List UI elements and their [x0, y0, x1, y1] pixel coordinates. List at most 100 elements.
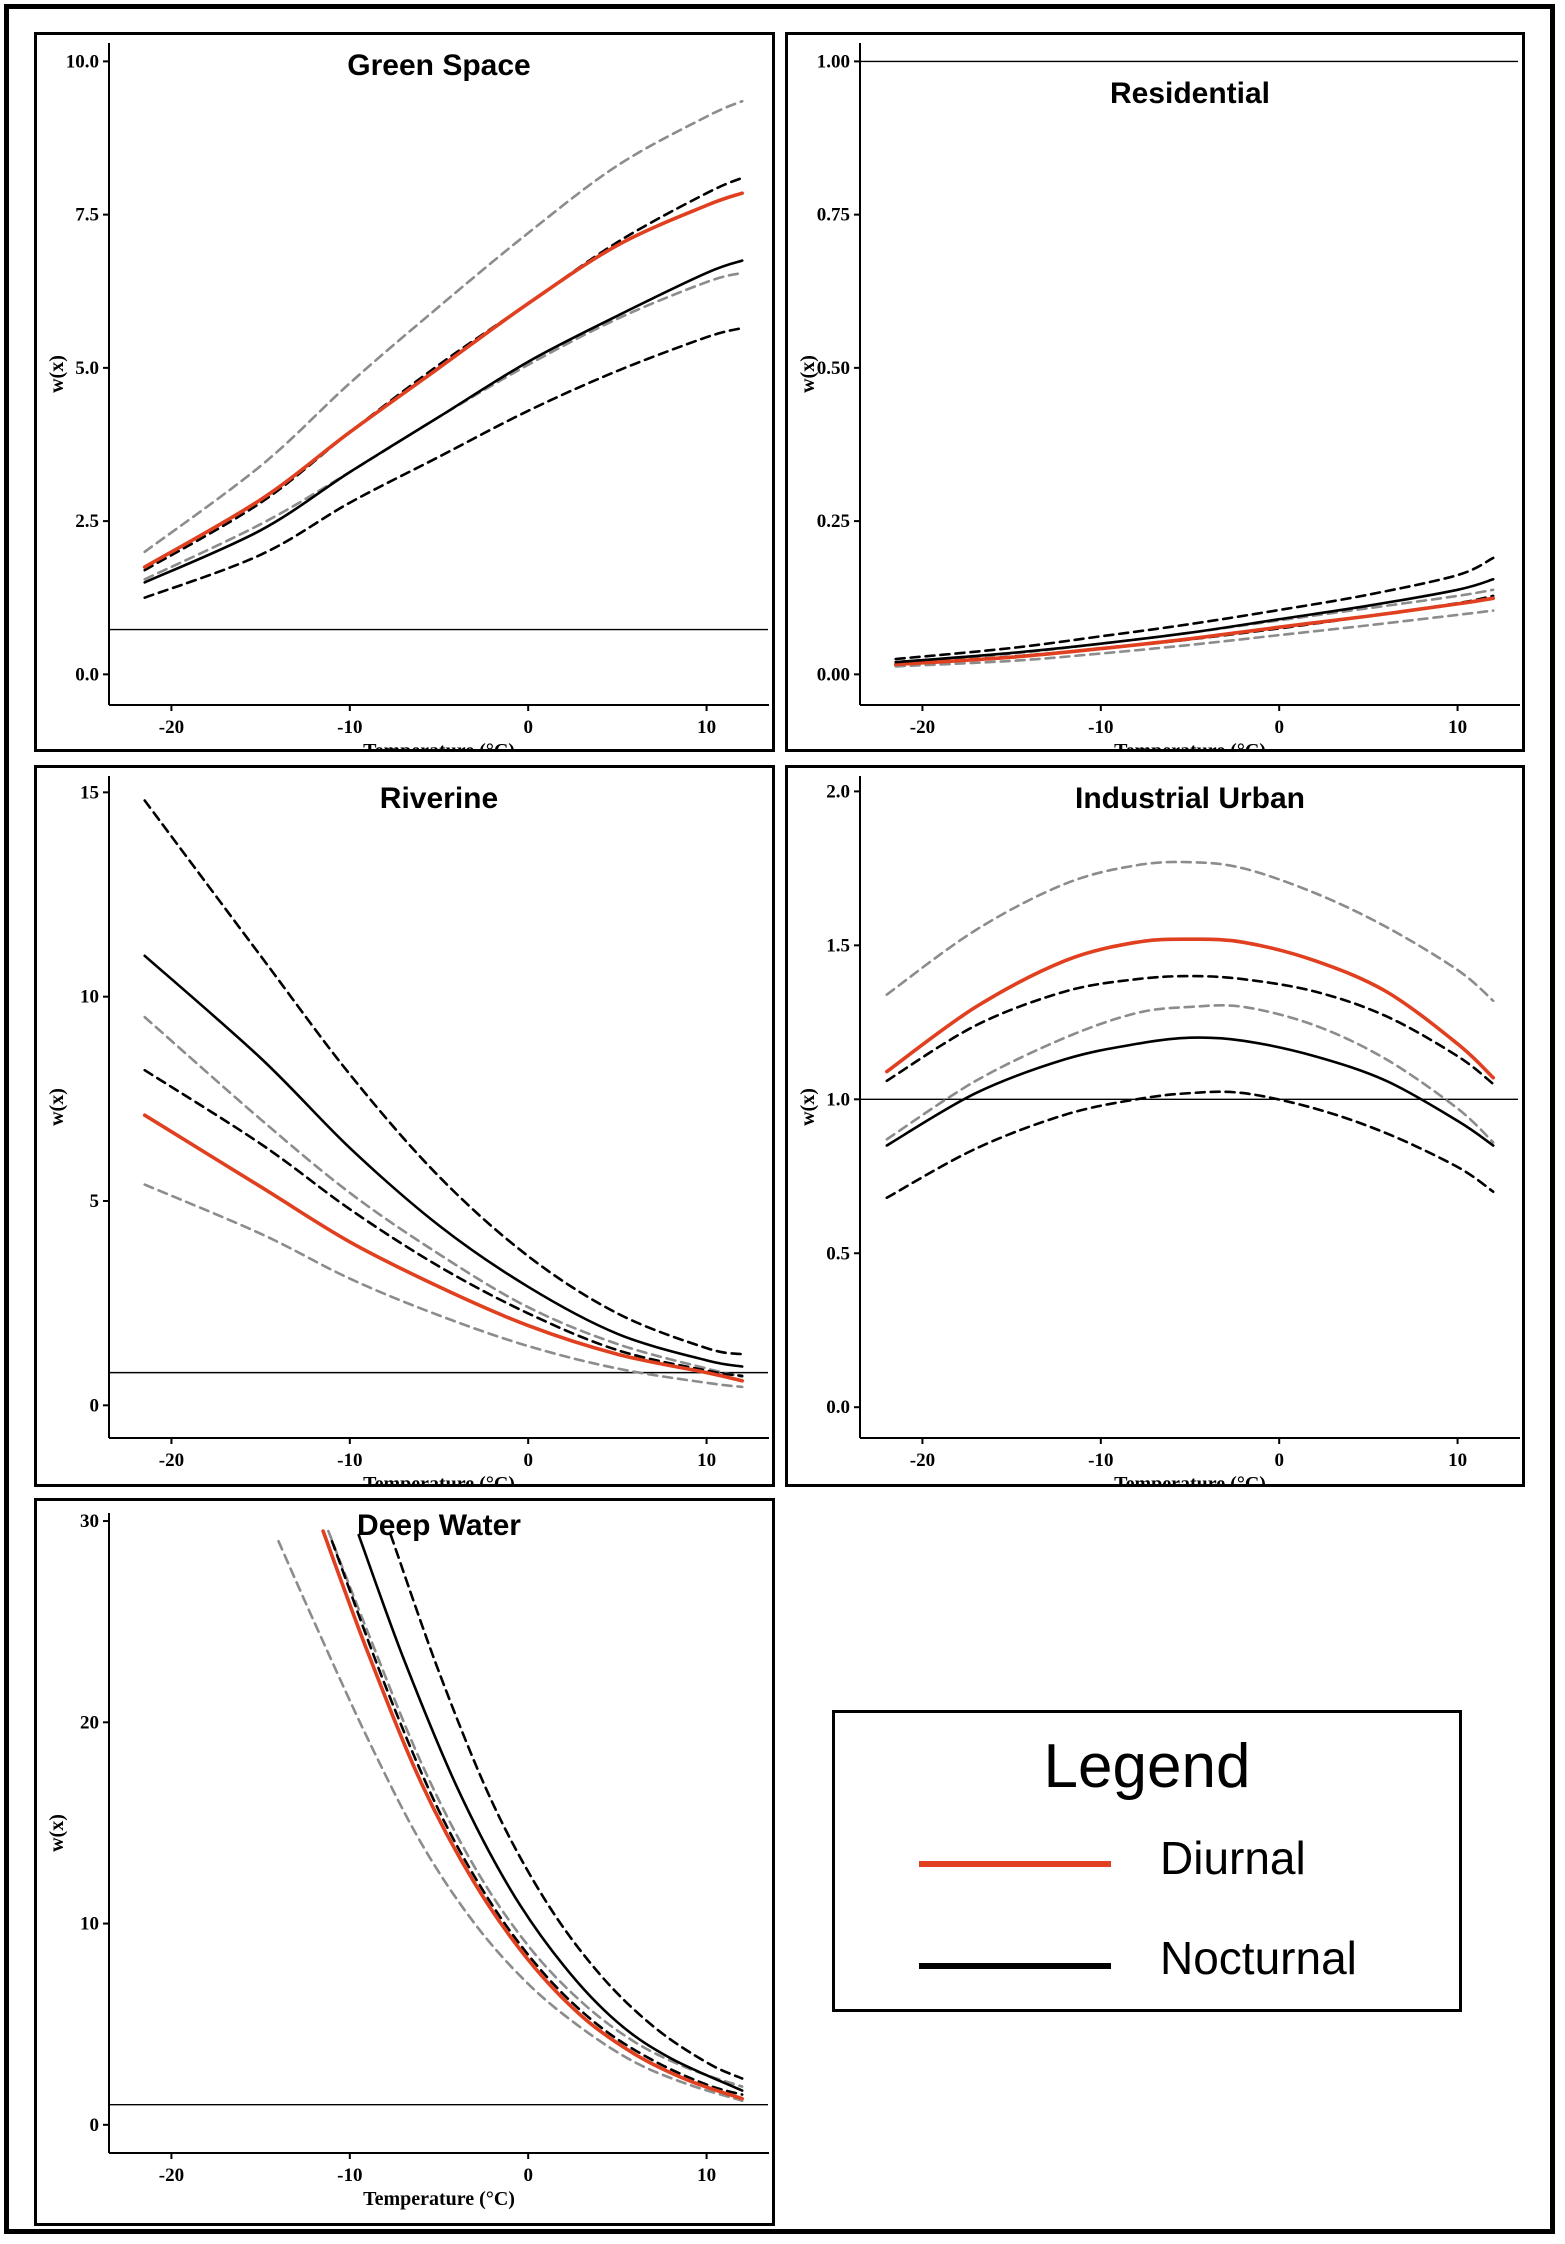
x-tick-label: -10 [1088, 1450, 1113, 1471]
panel-deep-water: 0 10 20 30 -20 -10 0 10 Temperature (°C) w(x) Deep… [34, 1498, 775, 2226]
panel-industrial-urban: 0.0 0.5 1.0 1.5 2.0 -20 -10 0 10 Temperature (°C)… [785, 765, 1525, 1487]
y-tick-label: 1.0 [826, 1089, 850, 1110]
panel-title: Riverine [380, 782, 498, 815]
figure-frame [4, 4, 1555, 2234]
series-line-diurnal [893, 596, 1495, 667]
series-line-diurnal-ci [885, 860, 1495, 1003]
y-axis-label: w(x) [797, 355, 819, 393]
x-tick-label: 10 [697, 2165, 716, 2186]
chart-residential: 0.00 0.25 0.50 0.75 1.00 -20 -10 0 10 Temperature… [797, 43, 1520, 749]
x-tick-label: -20 [910, 717, 935, 738]
legend: Legend Diurnal Nocturnal [832, 1710, 1462, 2012]
series-line-diurnal [142, 191, 744, 569]
y-tick-label: 0 [90, 1395, 100, 1416]
series-line-diurnal-ci [277, 1539, 744, 2102]
series-line-diurnal-ci [327, 1529, 744, 2088]
chart-riverine: 0 5 10 15 -20 -10 0 10 Temperature (°C) w(x) River… [46, 776, 769, 1484]
y-tick-label: 10.0 [66, 51, 99, 72]
y-tick-label: 0 [90, 2115, 100, 2136]
x-axis-label: Temperature (°C) [363, 2188, 515, 2210]
x-axis-label: Temperature (°C) [1114, 740, 1266, 749]
series-line-diurnal-ci [894, 588, 1495, 664]
y-tick-label: 0.50 [817, 358, 850, 379]
x-tick-label: -10 [337, 1450, 362, 1471]
y-tick-label: 1.00 [817, 51, 850, 72]
x-axis-label: Temperature (°C) [363, 1473, 515, 1484]
y-tick-label: 0.00 [817, 664, 850, 685]
x-tick-label: -20 [159, 1450, 184, 1471]
panel-title: Industrial Urban [1075, 782, 1305, 815]
y-axis-label: w(x) [46, 355, 68, 393]
series-line-nocturnal-ci [330, 1539, 744, 2096]
x-tick-label: 0 [523, 717, 533, 738]
panel-residential: 0.00 0.25 0.50 0.75 1.00 -20 -10 0 10 Temperature… [785, 32, 1525, 752]
x-axis-label: Temperature (°C) [363, 740, 515, 749]
legend-label-nocturnal: Nocturnal [1160, 1932, 1357, 1984]
x-tick-label: 0 [523, 2165, 533, 2186]
x-tick-label: -20 [910, 1450, 935, 1471]
y-tick-label: 30 [80, 1511, 99, 1532]
series-line-nocturnal-ci [143, 326, 744, 599]
x-tick-label: 0 [1274, 717, 1284, 738]
y-tick-label: 10 [80, 1914, 99, 1935]
series-line-diurnal-ci [143, 271, 744, 581]
chart-green-space: 0.0 2.5 5.0 7.5 10.0 -20 -10 0 10 Temperature (°C… [46, 43, 769, 749]
series-line-nocturnal [143, 954, 744, 1368]
y-axis-label: w(x) [797, 1088, 819, 1126]
x-tick-label: 10 [1448, 1450, 1467, 1471]
y-axis-label: w(x) [46, 1088, 68, 1126]
y-tick-label: 5.0 [75, 358, 99, 379]
y-tick-label: 0.25 [817, 511, 850, 532]
series-line-diurnal [321, 1529, 744, 2101]
x-tick-label: 10 [697, 1450, 716, 1471]
series-line-nocturnal [885, 1036, 1495, 1147]
series-line-diurnal-ci [143, 1183, 744, 1389]
y-tick-label: 10 [80, 987, 99, 1008]
x-tick-label: 0 [1274, 1450, 1284, 1471]
series-line-nocturnal-ci [894, 556, 1495, 661]
y-tick-label: 5 [90, 1191, 100, 1212]
series-line-nocturnal-ci [143, 176, 744, 572]
y-tick-label: 7.5 [75, 205, 99, 226]
x-tick-label: -10 [337, 2165, 362, 2186]
x-tick-label: -10 [337, 717, 362, 738]
chart-deep-water: 0 10 20 30 -20 -10 0 10 Temperature (°C) w(x) Deep… [46, 1509, 769, 2210]
y-tick-label: 15 [80, 782, 99, 803]
y-axis-label: w(x) [46, 1814, 68, 1852]
series-line-diurnal [142, 1113, 744, 1383]
series-line-diurnal-ci [143, 1015, 744, 1378]
y-tick-label: 0.5 [826, 1243, 850, 1264]
series-line-diurnal [885, 937, 1495, 1080]
series-line-nocturnal-ci [885, 974, 1495, 1086]
y-tick-label: 0.0 [826, 1397, 850, 1418]
series-line-diurnal-ci [894, 609, 1495, 668]
x-tick-label: 10 [697, 717, 716, 738]
panel-title: Residential [1110, 77, 1270, 110]
x-tick-label: -20 [159, 717, 184, 738]
legend-swatch-nocturnal [919, 1963, 1111, 1969]
chart-industrial-urban: 0.0 0.5 1.0 1.5 2.0 -20 -10 0 10 Temperature (°C)… [797, 776, 1520, 1484]
series-line-nocturnal-ci [143, 799, 744, 1356]
series-line-diurnal-ci [143, 99, 744, 554]
x-tick-label: -10 [1088, 717, 1113, 738]
panel-title: Deep Water [357, 1509, 521, 1542]
y-tick-label: 1.5 [826, 935, 850, 956]
series-line-nocturnal [357, 1533, 744, 2092]
y-tick-label: 20 [80, 1712, 99, 1733]
series-line-nocturnal [143, 259, 744, 584]
series-line-nocturnal-ci [894, 594, 1495, 666]
x-tick-label: 0 [523, 1450, 533, 1471]
panel-title: Green Space [347, 49, 530, 82]
y-tick-label: 2.5 [75, 511, 99, 532]
x-tick-label: -20 [159, 2165, 184, 2186]
legend-swatch-diurnal [919, 1861, 1111, 1867]
series-line-nocturnal-ci [389, 1533, 744, 2080]
x-axis-label: Temperature (°C) [1114, 1473, 1266, 1484]
panel-riverine: 0 5 10 15 -20 -10 0 10 Temperature (°C) w(x) River… [34, 765, 775, 1487]
series-line-nocturnal-ci [143, 1068, 744, 1378]
legend-title: Legend [1043, 1732, 1251, 1801]
y-tick-label: 0.0 [75, 664, 99, 685]
panel-green-space: 0.0 2.5 5.0 7.5 10.0 -20 -10 0 10 Temperature (°C… [34, 32, 775, 752]
legend-label-diurnal: Diurnal [1160, 1832, 1306, 1884]
series-line-nocturnal [894, 578, 1495, 664]
